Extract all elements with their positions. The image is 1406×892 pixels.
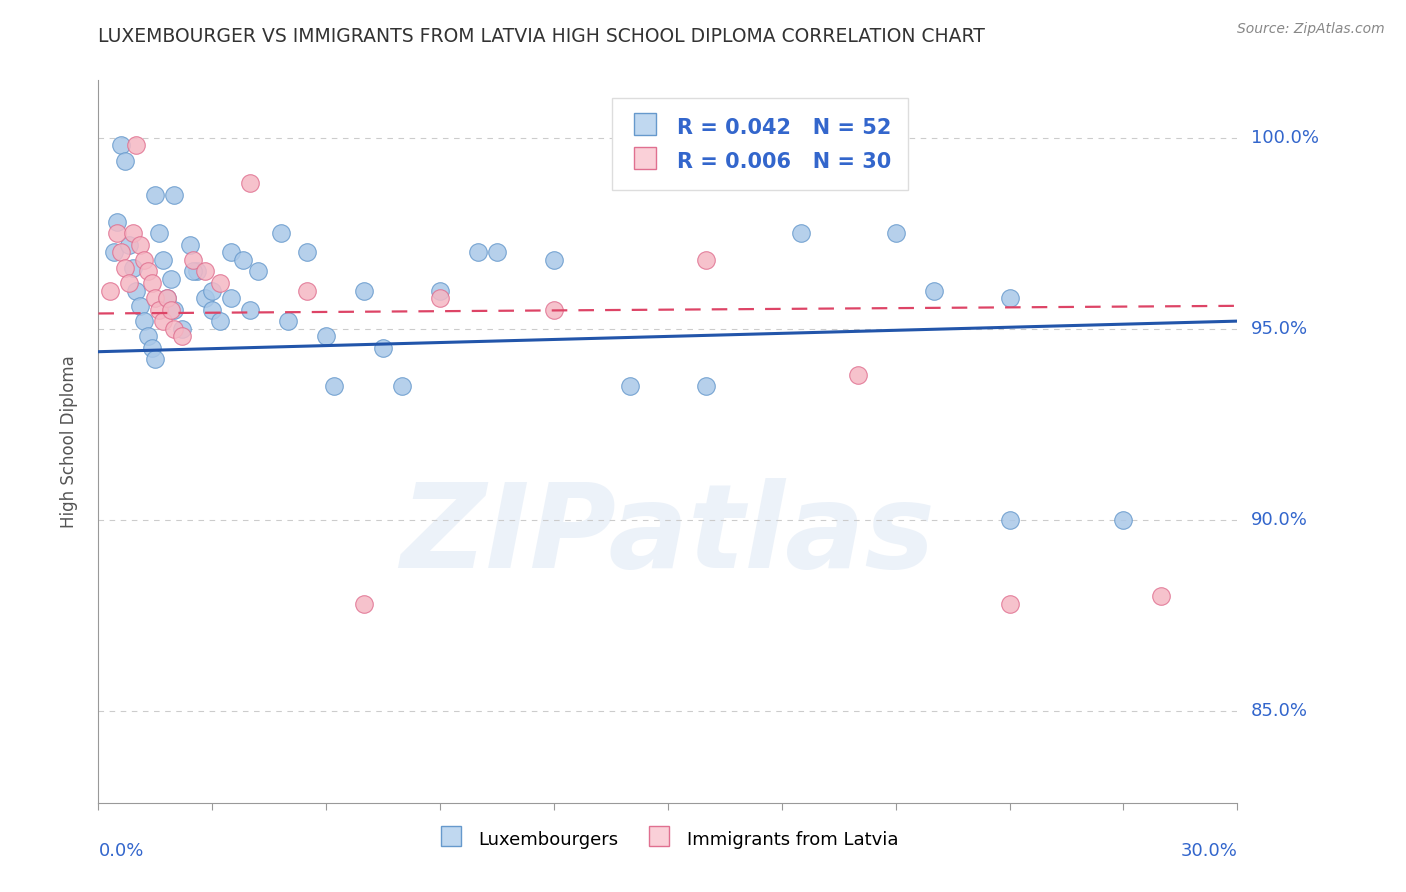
Point <box>998 291 1021 305</box>
Text: 30.0%: 30.0% <box>1181 842 1237 860</box>
Point <box>118 276 141 290</box>
Point <box>467 245 489 260</box>
Point <box>846 368 869 382</box>
Text: 85.0%: 85.0% <box>1251 702 1308 720</box>
Point <box>141 341 163 355</box>
Point <box>221 291 243 305</box>
Point <box>136 264 159 278</box>
Point <box>186 264 208 278</box>
Point <box>114 260 136 275</box>
Point <box>141 276 163 290</box>
Point <box>194 264 217 278</box>
Point <box>129 237 152 252</box>
Point <box>790 226 813 240</box>
Point <box>619 379 641 393</box>
Point <box>121 226 143 240</box>
Text: Source: ZipAtlas.com: Source: ZipAtlas.com <box>1237 22 1385 37</box>
Point <box>277 314 299 328</box>
Point <box>163 302 186 317</box>
Point <box>695 252 717 267</box>
Point <box>170 329 193 343</box>
Point <box>129 299 152 313</box>
Point <box>391 379 413 393</box>
Point <box>145 291 167 305</box>
Point <box>246 264 269 278</box>
Text: ZIPatlas: ZIPatlas <box>401 478 935 593</box>
Point <box>125 284 148 298</box>
Point <box>371 341 394 355</box>
Point <box>183 252 205 267</box>
Point <box>163 188 186 202</box>
Point <box>429 291 451 305</box>
Point <box>132 252 155 267</box>
Point <box>98 284 121 298</box>
Point <box>353 597 375 611</box>
Point <box>152 252 174 267</box>
Point <box>148 226 170 240</box>
Point <box>1150 590 1173 604</box>
Point <box>429 284 451 298</box>
Point <box>107 226 129 240</box>
Text: 100.0%: 100.0% <box>1251 128 1319 146</box>
Point <box>145 188 167 202</box>
Legend: Luxembourgers, Immigrants from Latvia: Luxembourgers, Immigrants from Latvia <box>427 819 908 859</box>
Point <box>201 302 224 317</box>
Point <box>159 302 181 317</box>
Point <box>201 284 224 298</box>
Text: 90.0%: 90.0% <box>1251 511 1308 529</box>
Point <box>270 226 292 240</box>
Point <box>194 291 217 305</box>
Text: 0.0%: 0.0% <box>98 842 143 860</box>
Point <box>208 314 231 328</box>
Point <box>156 291 179 305</box>
Point <box>695 379 717 393</box>
Point <box>107 215 129 229</box>
Point <box>297 245 319 260</box>
Point <box>232 252 254 267</box>
Point <box>998 597 1021 611</box>
Point <box>170 322 193 336</box>
Text: LUXEMBOURGER VS IMMIGRANTS FROM LATVIA HIGH SCHOOL DIPLOMA CORRELATION CHART: LUXEMBOURGER VS IMMIGRANTS FROM LATVIA H… <box>98 27 986 45</box>
Point <box>110 245 132 260</box>
Point <box>297 284 319 298</box>
Text: 95.0%: 95.0% <box>1251 319 1309 338</box>
Point <box>136 329 159 343</box>
Point <box>145 352 167 367</box>
Point <box>159 272 181 286</box>
Point <box>239 177 262 191</box>
Point <box>156 291 179 305</box>
Point <box>121 260 143 275</box>
Point <box>315 329 337 343</box>
Point <box>125 138 148 153</box>
Y-axis label: High School Diploma: High School Diploma <box>59 355 77 528</box>
Point <box>322 379 344 393</box>
Point <box>922 284 945 298</box>
Point <box>1112 513 1135 527</box>
Point <box>148 302 170 317</box>
Point <box>543 252 565 267</box>
Point <box>543 302 565 317</box>
Point <box>114 153 136 168</box>
Point <box>353 284 375 298</box>
Point <box>103 245 125 260</box>
Point <box>110 138 132 153</box>
Point <box>998 513 1021 527</box>
Point <box>183 264 205 278</box>
Point <box>884 226 907 240</box>
Point <box>118 237 141 252</box>
Point <box>163 322 186 336</box>
Point <box>221 245 243 260</box>
Point <box>179 237 201 252</box>
Point <box>208 276 231 290</box>
Point <box>132 314 155 328</box>
Point <box>486 245 509 260</box>
Point <box>152 314 174 328</box>
Point <box>239 302 262 317</box>
